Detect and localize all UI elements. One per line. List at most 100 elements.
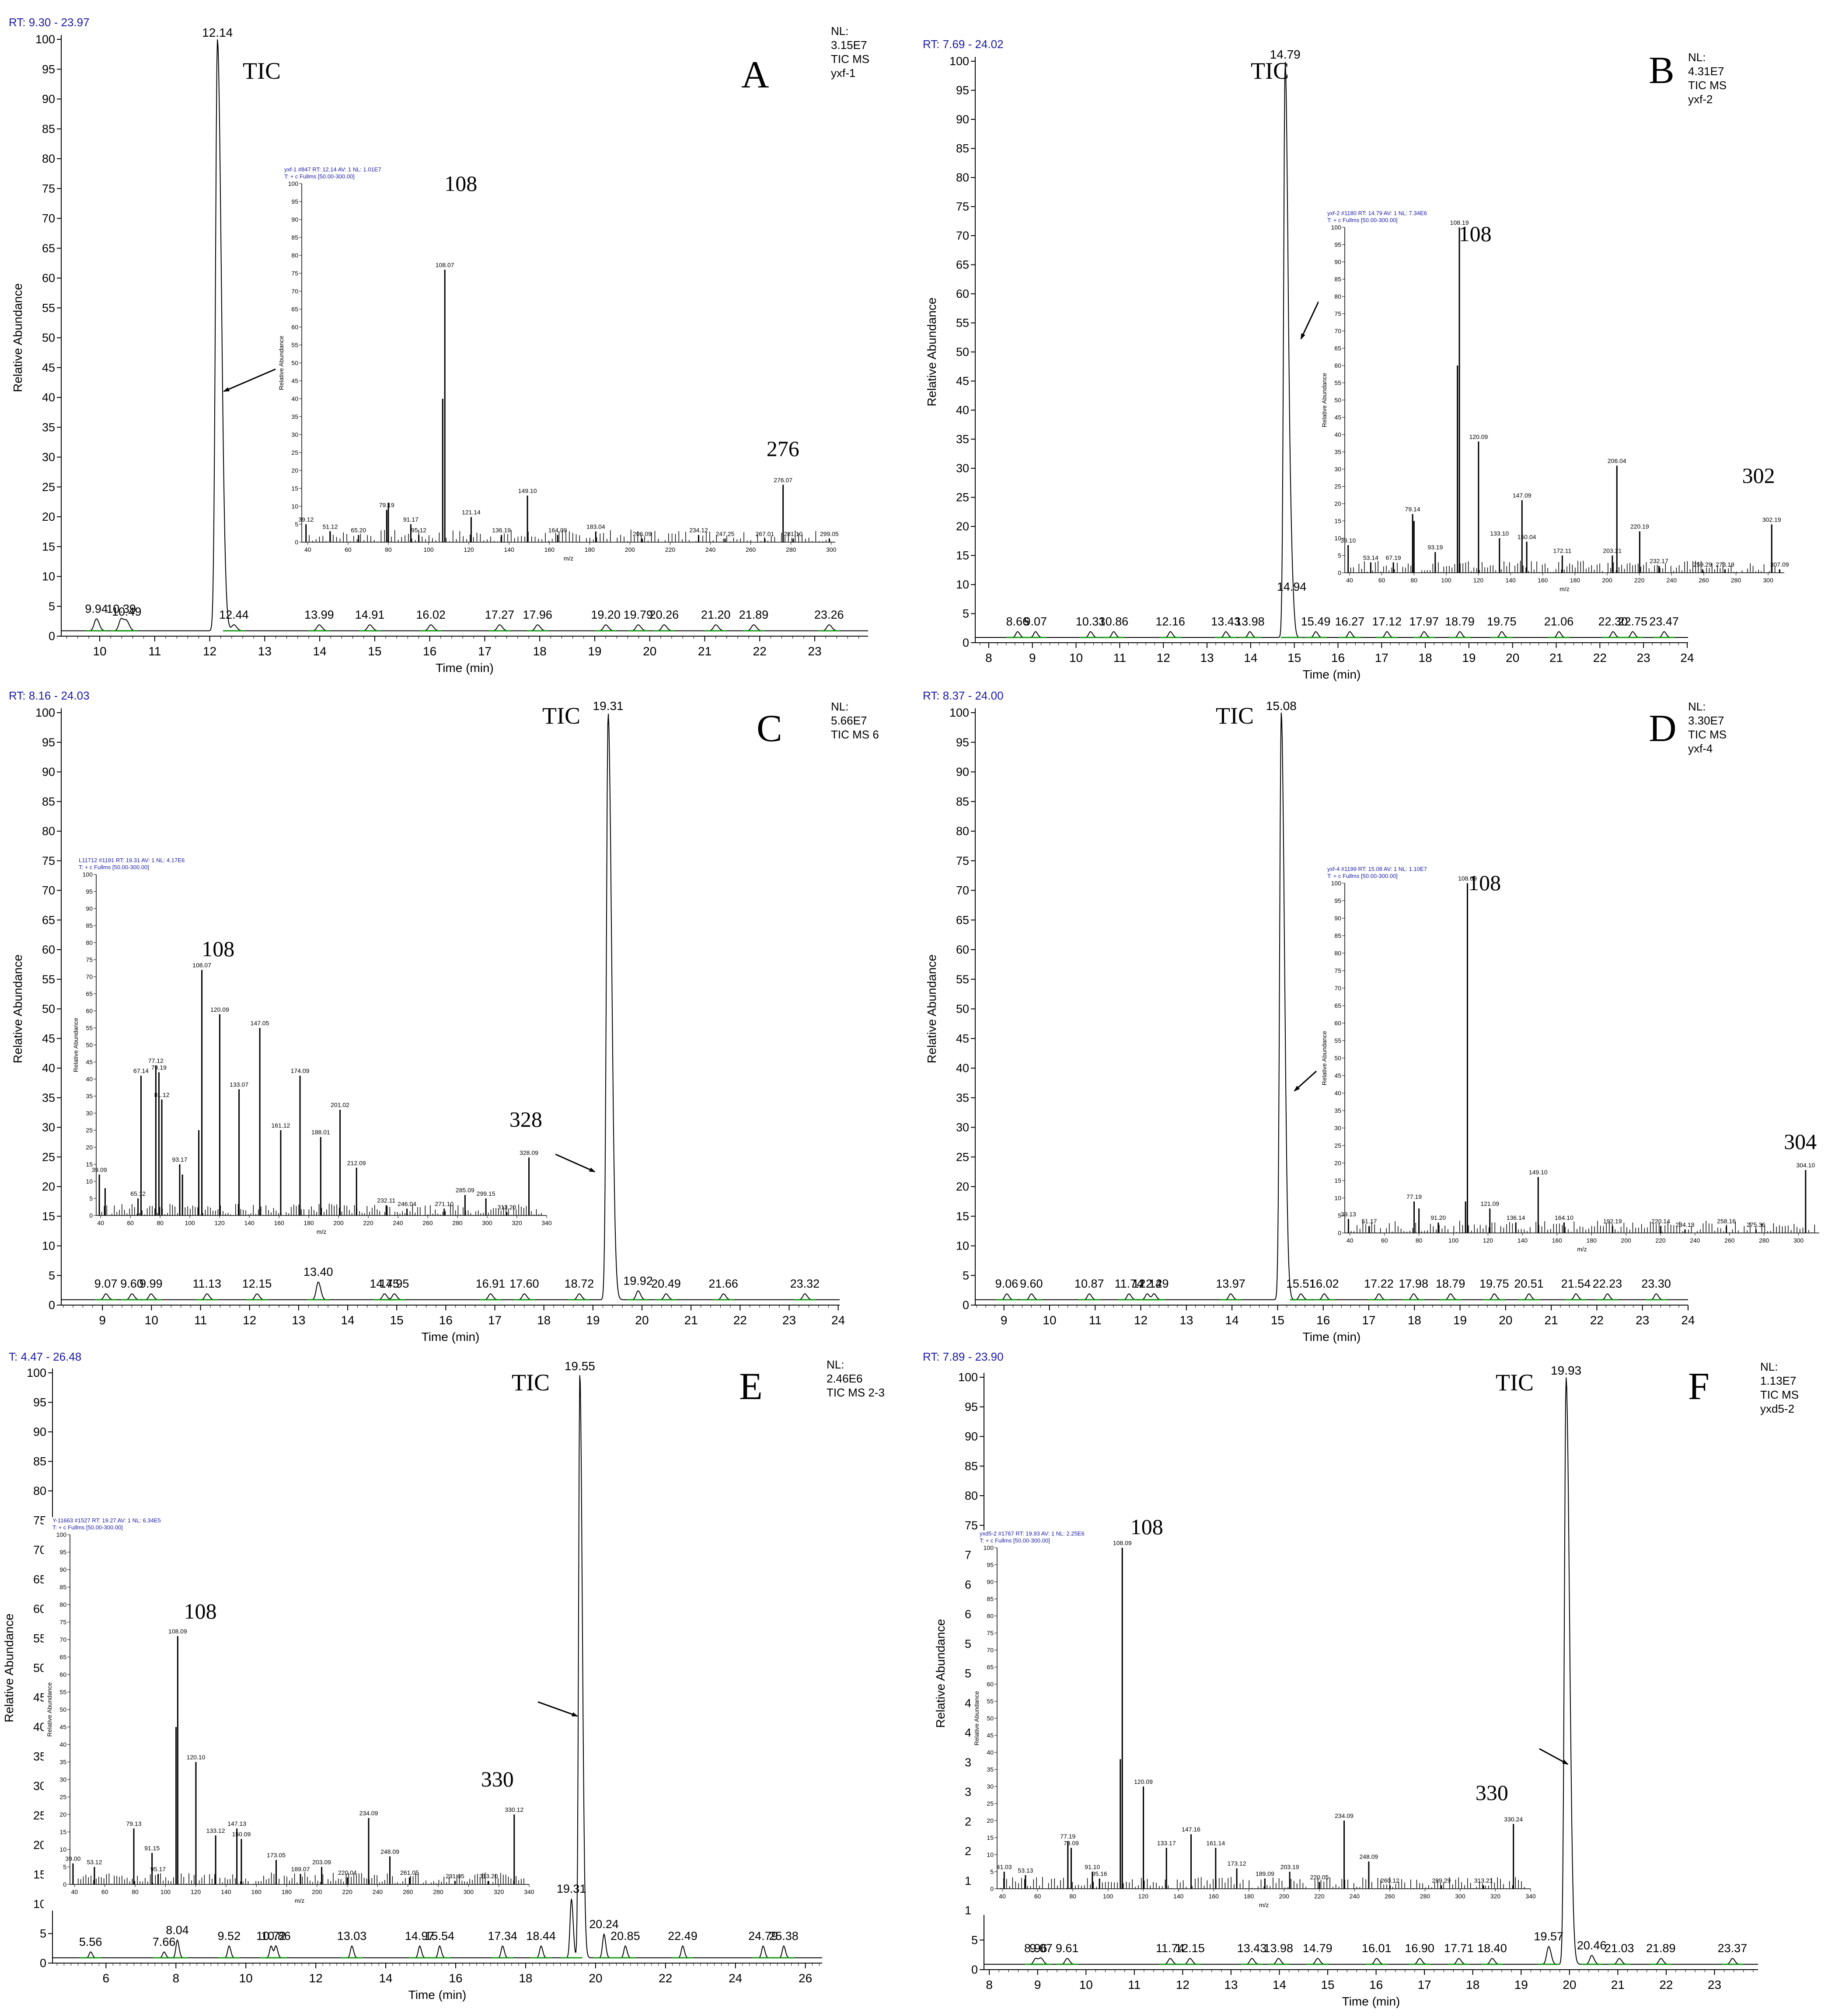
- spectrum-peak-label: 120.09: [1469, 433, 1488, 440]
- x-tick-label: 15: [1321, 1978, 1334, 1992]
- inset-x-tick-label: 260: [1385, 1893, 1395, 1900]
- main-peak-label: 14.79: [1270, 48, 1301, 61]
- spectrum-peak-label: 65.20: [351, 527, 366, 534]
- ion-annotation: 304: [1784, 1129, 1817, 1154]
- x-tick-label: 14: [379, 1971, 392, 1985]
- spectrum-peak-label: 77.19: [1406, 1193, 1422, 1200]
- x-tick-label: 23: [808, 644, 821, 658]
- x-tick-label: 15: [390, 1313, 404, 1327]
- mass-spectrum-inset: Y-11663 #1527 RT: 19.27 AV: 1 NL: 6.34E5…: [44, 1517, 538, 1911]
- inset-x-tick-label: 220: [363, 1219, 373, 1226]
- nl-info-line: 3.15E7: [831, 38, 867, 52]
- y-tick-label: 35: [956, 433, 969, 446]
- inset-x-tick-label: 340: [524, 1888, 534, 1895]
- minor-peak-label: 20.26: [649, 608, 679, 621]
- minor-peak-label: 17.98: [1399, 1277, 1428, 1290]
- spectrum-peak-label: 285.09: [456, 1187, 474, 1194]
- spectrum-peak-label: 188.01: [311, 1129, 330, 1136]
- inset-filter: T: + c Fullms [50.00-300.00]: [284, 173, 355, 180]
- y-tick-label: 45: [42, 1032, 55, 1045]
- x-tick-label: 18: [537, 1313, 551, 1327]
- spectrum-peak-label: 313.20: [479, 1873, 498, 1880]
- spectrum-peak-label: 77.12: [148, 1057, 164, 1064]
- pointer-arrow: [1294, 1070, 1317, 1092]
- nl-info-line: TIC MS: [831, 52, 869, 66]
- spectrum-peak-label: 281.10: [784, 530, 802, 537]
- minor-peak-label: 13.43: [1211, 615, 1241, 628]
- x-tick-label: 12: [243, 1313, 256, 1327]
- x-tick-label: 16: [423, 644, 436, 658]
- inset-y-axis-title: Relative Abundance: [72, 1018, 79, 1072]
- main-peak-label: 19.93: [1551, 1364, 1581, 1377]
- inset-header: yxf-2 #1180 RT: 14.79 AV: 1 NL: 7.34E6: [1327, 210, 1427, 216]
- spectrum-peak-label: 77.19: [1060, 1833, 1075, 1840]
- inset-header: L11712 #1191 RT: 19.31 AV: 1 NL: 4.17E6: [79, 857, 185, 864]
- minor-peak-label: 8.66: [1006, 615, 1029, 628]
- spectrum-peak-label: 161.12: [272, 1122, 290, 1129]
- inset-y-tick-label: 75: [987, 1630, 994, 1636]
- inset-y-tick-label: 55: [1334, 380, 1341, 386]
- inset-x-tick-label: 120: [191, 1888, 201, 1895]
- inset-y-tick-label: 100: [1331, 880, 1342, 887]
- y-tick-label: 55: [956, 317, 969, 330]
- x-tick-label: 23: [1636, 1313, 1649, 1327]
- y-tick-label: 75: [965, 1519, 978, 1532]
- inset-y-tick-label: 30: [59, 1776, 66, 1783]
- inset-y-tick-label: 0: [89, 1212, 93, 1219]
- x-tick-label: 19: [1514, 1978, 1528, 1992]
- inset-header: yxd5-2 #1767 RT: 19.93 AV: 1 NL: 2.25E6: [980, 1530, 1085, 1537]
- inset-x-tick-label: 280: [1420, 1893, 1430, 1900]
- x-tick-label: 11: [1128, 1978, 1141, 1992]
- y-axis-title: Relative Abundance: [925, 297, 938, 406]
- x-tick-label: 19: [1462, 651, 1476, 665]
- spectrum-peak-label: 133.07: [230, 1081, 248, 1088]
- inset-x-tick-label: 40: [1346, 577, 1353, 584]
- rt-range-label: RT: 7.89 - 23.90: [923, 1350, 1004, 1363]
- spectrum-peak-label: 136.14: [1507, 1214, 1525, 1221]
- inset-y-tick-label: 20: [1334, 1159, 1341, 1166]
- y-tick-label: 70: [956, 884, 969, 897]
- x-tick-label: 22: [753, 644, 767, 658]
- inset-y-tick-label: 90: [291, 216, 298, 223]
- y-tick-label: 65: [956, 913, 969, 926]
- inset-y-tick-label: 75: [291, 270, 298, 277]
- inset-filter: T: + c Fullms [50.00-300.00]: [79, 864, 149, 870]
- spectrum-peak-label: 81.12: [154, 1091, 169, 1098]
- nl-info-line: yxf-1: [831, 66, 855, 80]
- y-tick-label: 25: [42, 1150, 55, 1163]
- inset-y-tick-label: 40: [1334, 1090, 1341, 1097]
- y-tick-label: 10: [42, 1240, 55, 1253]
- y-tick-label: 70: [42, 884, 55, 897]
- spectrum-peak-label: 79.19: [151, 1064, 167, 1071]
- inset-y-tick-label: 30: [1334, 1125, 1341, 1132]
- inset-y-tick-label: 65: [1334, 1002, 1341, 1009]
- inset-x-tick-label: 240: [1350, 1893, 1360, 1900]
- spectrum-peak-label: 108.09: [168, 1628, 187, 1635]
- y-tick-label: 50: [956, 345, 969, 359]
- x-axis-title: Time (min): [436, 661, 494, 675]
- y-axis-title: Relative Abundance: [2, 1613, 16, 1722]
- inset-y-tick-label: 20: [291, 467, 298, 474]
- spectrum-peak-label: 189.07: [291, 1866, 310, 1873]
- inset-y-tick-label: 80: [1334, 950, 1341, 957]
- y-tick-label: 85: [33, 1455, 46, 1468]
- inset-y-tick-label: 10: [86, 1178, 93, 1185]
- inset-y-axis-title: Relative Abundance: [973, 1691, 980, 1746]
- y-tick-label: 70: [956, 229, 969, 242]
- spectrum-peak-label: 79.19: [379, 501, 394, 508]
- inset-x-tick-label: 260: [1724, 1237, 1735, 1244]
- minor-peak-label: 23.26: [814, 608, 844, 621]
- minor-peak-label: 15.54: [425, 1929, 454, 1943]
- inset-y-tick-label: 65: [291, 306, 298, 313]
- y-tick-label: 90: [956, 766, 969, 779]
- inset-x-tick-label: 80: [1069, 1893, 1076, 1900]
- x-tick-label: 21: [1545, 1313, 1558, 1327]
- nl-info-line: TIC MS: [1688, 728, 1727, 741]
- inset-y-tick-label: 90: [59, 1566, 66, 1573]
- x-tick-label: 23: [1708, 1978, 1721, 1992]
- minor-peak-label: 9.60: [120, 1277, 143, 1290]
- minor-peak-label: 13.97: [1216, 1277, 1245, 1290]
- y-tick-label: 95: [33, 1396, 46, 1409]
